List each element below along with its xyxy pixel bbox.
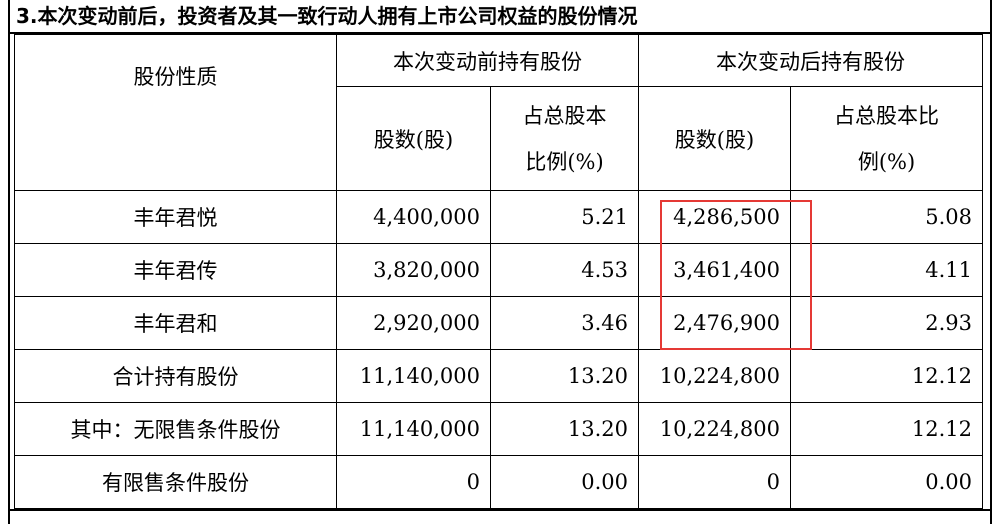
header-after-ratio-line1: 占总股本比	[834, 103, 939, 128]
header-row-detail: 股数(股) 占总股本 比例(%) 股数(股) 占总股本比 例(%)	[15, 86, 983, 191]
after-shares-cell: 10,224,800	[638, 402, 791, 456]
before-ratio-cell: 13.20	[490, 402, 639, 456]
header-before-shares: 股数(股)	[336, 86, 491, 191]
table-row: 有限售条件股份 0 0.00 0 0.00	[14, 455, 983, 509]
after-ratio-cell: 2.93	[790, 296, 983, 350]
before-ratio-cell: 3.46	[490, 296, 639, 350]
table-row: 丰年君悦 4,400,000 5.21 4,286,500 5.08	[14, 190, 983, 244]
shareholding-table: 股份性质 本次变动前持有股份 本次变动后持有股份 股数(股) 占总股本 比例(%)…	[14, 34, 983, 509]
before-ratio-cell: 0.00	[490, 455, 639, 509]
row-label: 丰年君悦	[14, 190, 337, 244]
table-row: 丰年君和 2,920,000 3.46 2,476,900 2.93	[14, 296, 983, 350]
row-label: 其中：无限售条件股份	[14, 402, 337, 456]
row-label: 合计持有股份	[14, 349, 337, 403]
after-shares-cell: 2,476,900	[638, 296, 791, 350]
header-before-ratio-line1: 占总股本	[522, 103, 607, 128]
after-shares-cell: 3,461,400	[638, 243, 791, 297]
before-ratio-cell: 5.21	[490, 190, 639, 244]
before-shares-cell: 3,820,000	[336, 243, 491, 297]
header-after-ratio-line2: 例(%)	[857, 149, 916, 174]
header-before-ratio: 占总股本比例(%)	[490, 86, 639, 191]
after-ratio-cell: 12.12	[790, 402, 983, 456]
page-frame	[8, 0, 992, 524]
before-ratio-cell: 13.20	[490, 349, 639, 403]
after-ratio-cell: 4.11	[790, 243, 983, 297]
row-label: 有限售条件股份	[14, 455, 337, 509]
after-shares-cell: 10,224,800	[638, 349, 791, 403]
row-label: 丰年君传	[14, 243, 337, 297]
after-ratio-cell: 5.08	[790, 190, 983, 244]
header-nature: 股份性质	[14, 34, 337, 191]
row-label: 丰年君和	[14, 296, 337, 350]
header-after-shares: 股数(股)	[638, 86, 791, 191]
table-row: 其中：无限售条件股份 11,140,000 13.20 10,224,800 1…	[14, 402, 983, 456]
header-row-group: 股份性质 本次变动前持有股份 本次变动后持有股份	[14, 34, 983, 191]
before-shares-cell: 2,920,000	[336, 296, 491, 350]
before-shares-cell: 4,400,000	[336, 190, 491, 244]
before-shares-cell: 11,140,000	[336, 349, 491, 403]
before-shares-cell: 0	[336, 455, 491, 509]
after-shares-cell: 0	[638, 455, 791, 509]
header-after-ratio: 占总股本比例(%)	[790, 86, 983, 191]
table-row: 合计持有股份 11,140,000 13.20 10,224,800 12.12	[14, 349, 983, 403]
after-ratio-cell: 0.00	[790, 455, 983, 509]
after-shares-cell: 4,286,500	[638, 190, 791, 244]
table-row: 丰年君传 3,820,000 4.53 3,461,400 4.11	[14, 243, 983, 297]
bottom-divider	[10, 509, 992, 511]
before-ratio-cell: 4.53	[490, 243, 639, 297]
header-before-ratio-line2: 比例(%)	[525, 149, 604, 174]
header-after-group: 本次变动后持有股份	[638, 34, 983, 87]
before-shares-cell: 11,140,000	[336, 402, 491, 456]
section-title: 3.本次变动前后，投资者及其一致行动人拥有上市公司权益的股份情况	[10, 0, 992, 34]
after-ratio-cell: 12.12	[790, 349, 983, 403]
header-before-group: 本次变动前持有股份	[336, 34, 639, 87]
